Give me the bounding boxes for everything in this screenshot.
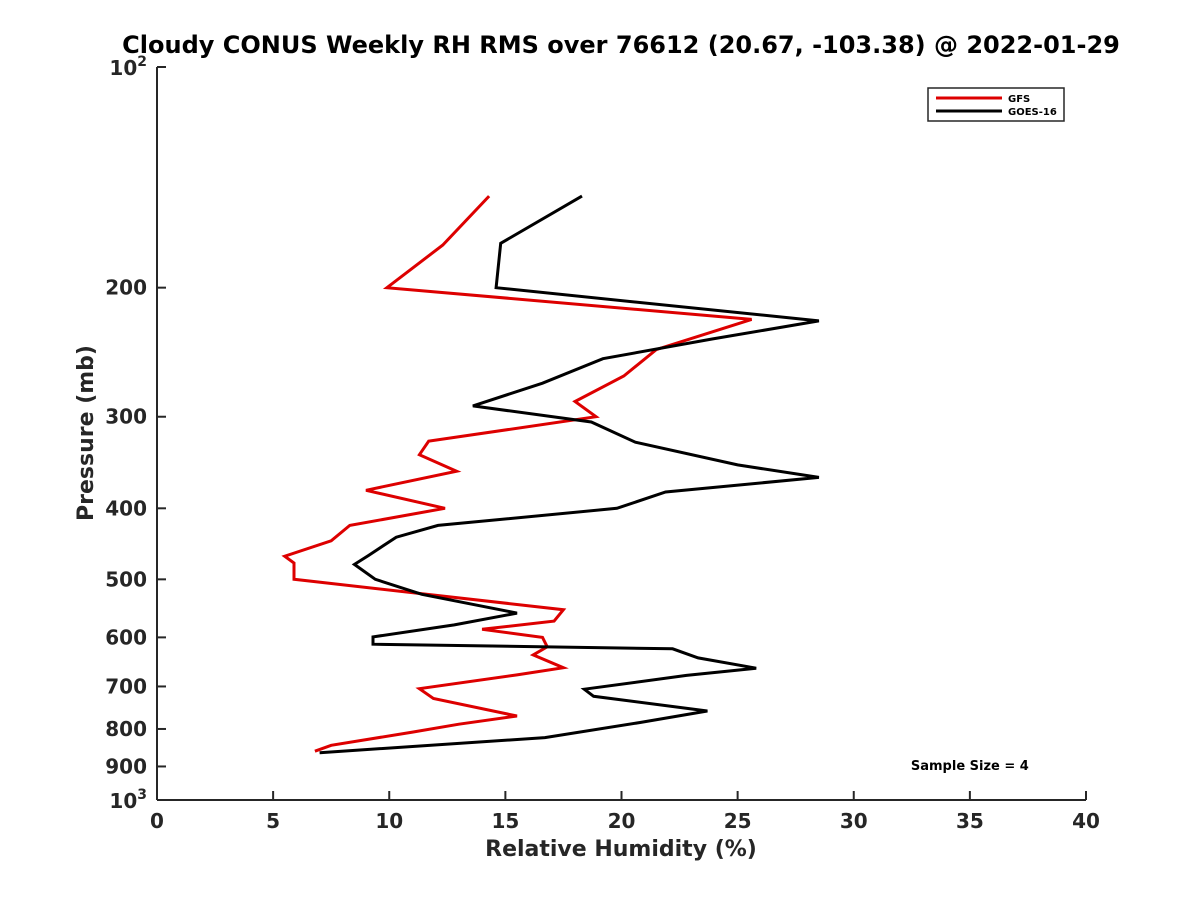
legend-label: GOES-16 bbox=[1008, 107, 1057, 118]
chart-title: Cloudy CONUS Weekly RH RMS over 76612 (2… bbox=[122, 31, 1120, 59]
x-tick-label: 30 bbox=[840, 809, 868, 833]
x-tick-label: 10 bbox=[375, 809, 403, 833]
y-tick-label: 700 bbox=[105, 674, 147, 698]
y-tick-label: 800 bbox=[105, 717, 147, 741]
x-tick-label: 20 bbox=[608, 809, 636, 833]
series-line-goes-16 bbox=[319, 194, 820, 755]
plot-series bbox=[281, 194, 820, 755]
x-tick-label: 35 bbox=[956, 809, 984, 833]
annotations: Sample Size = 4 bbox=[911, 759, 1029, 774]
y-tick-label: 600 bbox=[105, 625, 147, 649]
x-axis-label: Relative Humidity (%) bbox=[485, 837, 757, 862]
x-tick-label: 15 bbox=[491, 809, 519, 833]
y-tick-label: 500 bbox=[105, 567, 147, 591]
legend-label: GFS bbox=[1008, 94, 1030, 105]
x-tick-label: 0 bbox=[150, 809, 164, 833]
legend-box bbox=[927, 87, 1065, 122]
y-tick-label: 400 bbox=[105, 496, 147, 520]
legend: GFS GOES-16 bbox=[927, 87, 1065, 122]
x-tick-label: 40 bbox=[1072, 809, 1100, 833]
series-line-gfs bbox=[281, 195, 753, 753]
plot-axes: 0 5 10 15 20 25 30 35 40 200 300 400 500 600 700 800 900… bbox=[105, 54, 1100, 833]
x-tick-label: 5 bbox=[266, 809, 280, 833]
sample-size-annotation: Sample Size = 4 bbox=[911, 759, 1029, 774]
y-tick-label: 200 bbox=[105, 276, 147, 300]
y-tick-label: 102 bbox=[109, 54, 147, 80]
x-tick-label: 25 bbox=[724, 809, 752, 833]
y-tick-label: 300 bbox=[105, 405, 147, 429]
y-tick-label: 900 bbox=[105, 754, 147, 778]
y-tick-label: 103 bbox=[109, 787, 147, 813]
y-axis-label: Pressure (mb) bbox=[74, 345, 99, 521]
